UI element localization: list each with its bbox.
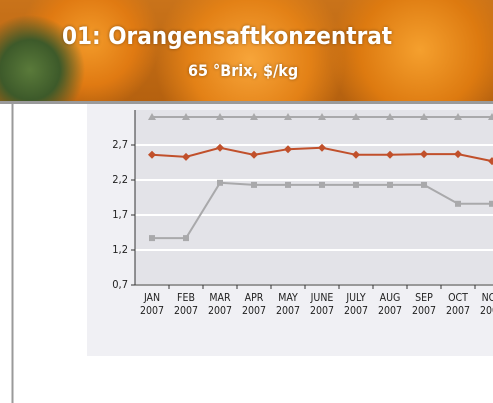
x-tick-label: AUG 2007: [374, 292, 406, 318]
point: [251, 182, 257, 188]
point: [455, 201, 461, 207]
x-tick-label: MAY 2007: [272, 292, 304, 318]
x-tick-label: JUNE 2007: [306, 292, 338, 318]
x-tick-label: SEP 2007: [408, 292, 440, 318]
y-tick-label: 1,7: [112, 208, 128, 221]
x-tick-label: MAR 2007: [204, 292, 236, 318]
header-title: 01: Orangensaftkonzentrat: [62, 22, 392, 50]
point: [489, 201, 493, 207]
x-tick-label: OCT 2007: [442, 292, 474, 318]
x-tick-label: JAN 2007: [136, 292, 168, 318]
x-tick-label: APR 2007: [238, 292, 270, 318]
y-tick-label: 0,7: [112, 278, 128, 291]
y-tick-label: 2,2: [112, 173, 128, 186]
point: [387, 182, 393, 188]
x-tick-label: NOV 2007: [476, 292, 493, 318]
point: [183, 235, 189, 241]
header-banner: 01: Orangensaftkonzentrat 65 °Brix, $/kg: [0, 0, 493, 104]
point: [285, 182, 291, 188]
x-tick-label: JULY 2007: [340, 292, 372, 318]
x-tick-label: FEB 2007: [170, 292, 202, 318]
point: [421, 182, 427, 188]
point: [353, 182, 359, 188]
point: [217, 180, 223, 186]
point: [149, 235, 155, 241]
plot-area: [135, 110, 493, 285]
y-tick-label: 1,2: [112, 243, 128, 256]
page: 0,7 1,2 1,7 2,2 2,7 JAN 2007FEB 2007MAR 2007…: [0, 0, 493, 403]
header-subtitle: 65 °Brix, $/kg: [188, 61, 298, 80]
point: [319, 182, 325, 188]
y-tick-label: 2,7: [112, 138, 128, 151]
